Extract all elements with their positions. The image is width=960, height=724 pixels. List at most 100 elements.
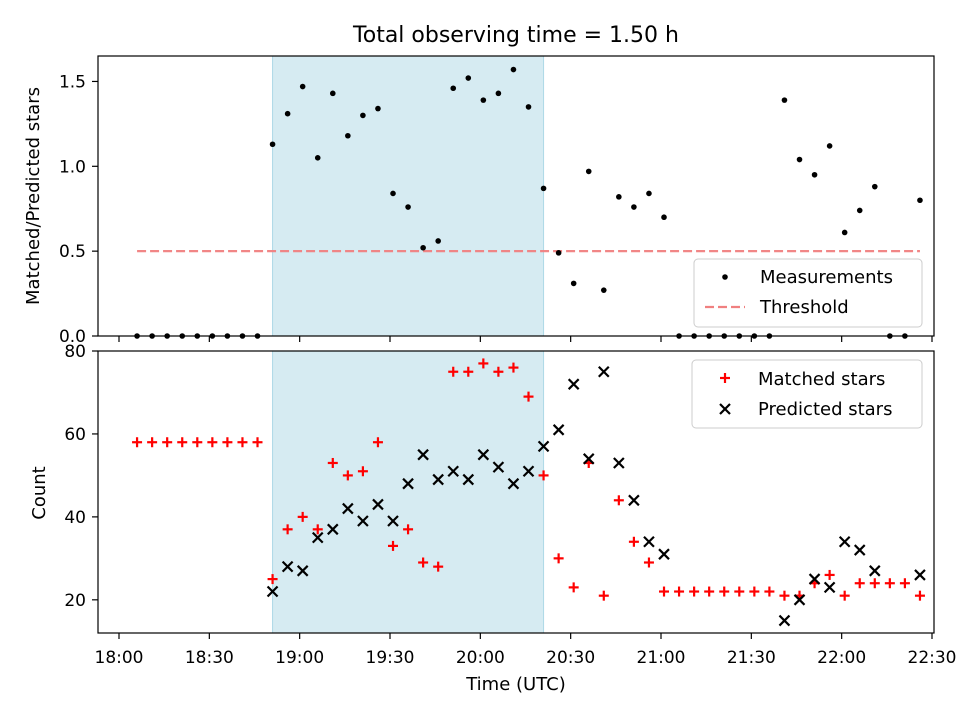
predicted-star-point [296,565,309,577]
measurement-point [856,207,863,214]
matched-star-point [403,524,414,535]
measurement-point [480,97,487,103]
measurement-point [314,155,321,161]
threshold-legend-label: Threshold [759,297,849,318]
matched-star-point [643,557,654,568]
top-legend-box [693,258,923,328]
predicted-star-point [266,585,279,598]
x-tick-label: 22:00 [817,648,866,668]
matched-star-point [147,437,158,448]
matched-star-point [357,466,368,477]
predicted-star-point [311,531,324,544]
predicted-star-point [402,477,414,490]
matched-star-point [297,511,308,522]
top-y-axis-label: Matched/Predicted stars [23,87,44,305]
measurement-point [510,66,517,73]
matched-star-point [884,578,895,589]
measurements-legend-label: Measurements [760,267,893,288]
matched-star-point [734,586,745,597]
measurement-point [284,110,291,117]
predicted-star-point [387,515,399,527]
y-tick-label: 80 [64,342,86,362]
matched-star-point [222,437,233,448]
measurement-point [269,141,276,148]
top-plot-frame [97,55,935,337]
predicted-star-point [567,378,580,390]
y-tick-label: 20 [64,591,86,611]
x-tick-label: 19:30 [366,648,415,668]
measurement-point [661,214,667,221]
matched-star-point [162,437,173,448]
matched-star-point [659,586,670,597]
x-axis-label: Time (UTC) [465,674,566,695]
measurement-point [495,90,502,97]
chart-title: Total observing time = 1.50 h [352,23,679,48]
matched-star-point [854,578,865,589]
measurement-point [525,104,532,110]
matched-star-point [493,366,504,377]
matched-star-point [132,437,143,448]
matched-star-point [478,358,489,369]
bottom-plot-frame [97,350,935,634]
matched-star-point [433,561,444,572]
measurement-point [646,190,652,197]
matched-star-point [448,366,459,377]
matched-star-point [282,524,293,535]
matched-star-point [312,524,323,535]
predicted-star-point [281,560,294,573]
predicted-star-point [853,544,866,556]
matched-star-point [237,437,248,448]
predicted-star-point [628,494,640,507]
predicted-star-point [808,573,821,585]
predicted-star-point [552,424,565,436]
measurement-point [360,112,366,119]
matched-star-point [869,578,880,589]
matched-star-point [613,495,624,506]
measurement-point [600,287,607,293]
measurement-point [917,197,923,204]
measurement-point [420,244,426,251]
matched-star-point [674,586,685,597]
measurement-point [826,143,833,149]
x-tick-label: 20:30 [546,648,595,668]
measurement-point [465,75,472,81]
top-x-ticks [118,336,933,342]
predicted-star-point [462,473,475,486]
matched-star-point [372,437,383,448]
top-y-ticks: 0.0 0.5 1.0 1.5 [59,72,98,347]
measurement-point [299,83,306,90]
predicted-star-point [914,569,926,581]
measurement-point [585,168,592,175]
measurement-point [841,229,848,236]
bottom-y-ticks: 20 40 60 80 [64,342,98,611]
matched-star-point [463,366,474,377]
predicted-star-point [342,502,354,515]
x-tick-label: 21:30 [727,648,776,668]
counts-panel: 20 40 60 80 18:00 18:30 19:00 19:30 20:00 20:30 2… [29,342,957,695]
predicted-star-point [327,523,339,536]
predicted-star-point [477,448,490,461]
x-tick-label: 20:00 [456,648,505,668]
y-tick-label: 0.5 [59,242,86,262]
measurement-point [405,204,411,210]
measurement-point [631,204,637,210]
measurement-point [811,171,818,178]
matched-star-point [177,437,188,448]
predicted-star-point [432,473,444,486]
matched-star-point [839,590,850,601]
measurement-point [555,250,562,256]
predicted-star-point [643,535,655,548]
matched-star-point [267,574,278,585]
matched-star-point [327,457,338,468]
predicted-star-point [537,440,550,453]
measurement-point [540,185,547,192]
measurement-point [345,132,351,139]
matched-star-point [628,536,639,547]
predicted-star-point [793,594,806,606]
predicted-star-point [357,515,369,527]
matched-star-point [689,586,700,597]
predicted-legend-marker [719,403,731,415]
observing-window-shade [272,55,545,337]
matched-star-point [598,590,609,601]
